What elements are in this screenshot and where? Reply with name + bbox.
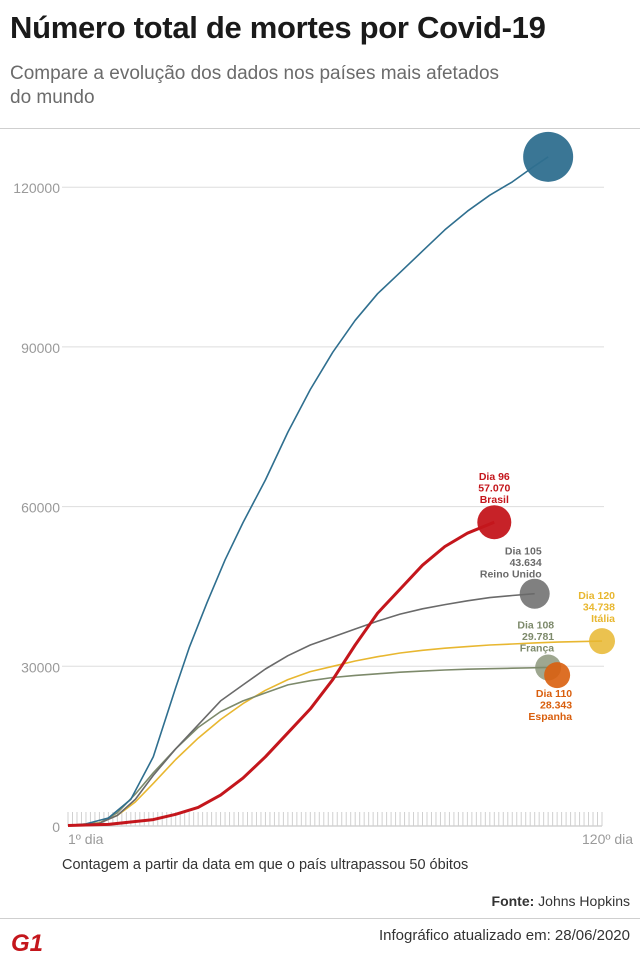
y-tick-label: 90000 [21, 340, 60, 356]
end-label-line: França [520, 642, 555, 654]
chart-subtitle: Compare a evolução dos dados nos países … [10, 63, 500, 108]
end-label-line: Reino Unido [480, 569, 542, 581]
chart-title: Número total de mortes por Covid-19 [10, 10, 546, 45]
top-divider [0, 128, 640, 129]
chart-footnote: Contagem a partir da data em que o país … [62, 857, 469, 873]
end-label-line: EUA [588, 130, 611, 131]
end-label-line: 29.781 [522, 631, 554, 643]
updated-date: Infográfico atualizado em: 28/06/2020 [378, 927, 630, 944]
end-bubble-italia [589, 628, 615, 655]
y-tick-label: 60000 [21, 500, 60, 516]
end-label-line: Dia 108 [517, 619, 554, 631]
source-credit: Fonte: Johns Hopkins [492, 893, 630, 909]
end-label-eua: Dia 108125.714EUA [588, 130, 611, 131]
end-label-line: 43.634 [510, 557, 542, 569]
end-label-line: Brasil [480, 494, 509, 506]
source-label: Fonte: [491, 893, 535, 909]
series-line-italia [67, 640, 603, 827]
x-tick-label-first: 1º dia [68, 831, 104, 847]
end-bubble-reino_unido [519, 578, 550, 609]
series-line-franca [67, 666, 549, 827]
series-line-brasil [67, 520, 495, 827]
end-label-line: Itália [591, 613, 615, 625]
x-axis-day-ticks [67, 812, 603, 826]
g1-logo-text: G1 [11, 930, 43, 954]
y-tick-label: 30000 [21, 659, 60, 675]
end-bubble-eua [523, 131, 574, 182]
deaths-line-chart: 0 30000 60000 90000 120000 1º dia 120º dia Dia … [13, 130, 633, 847]
end-label-line: Dia 96 [479, 471, 510, 483]
end-label-line: 57.070 [478, 483, 510, 495]
y-tick-label: 120000 [13, 180, 60, 196]
y-tick-label: 0 [52, 819, 60, 835]
end-label-line: 28.343 [540, 700, 572, 712]
series-line-reino_unido [67, 592, 535, 827]
end-bubble-espanha [544, 662, 571, 689]
x-tick-label-last: 120º dia [582, 831, 633, 847]
end-label-line: Dia 105 [505, 546, 542, 558]
end-bubble-brasil [477, 505, 512, 540]
series-line-eua [67, 156, 549, 827]
end-label-line: Dia 110 [536, 688, 572, 700]
g1-logo: G1 [11, 930, 43, 954]
bottom-divider [0, 918, 640, 919]
end-label-line: Dia 120 [578, 590, 615, 602]
end-label-line: Espanha [528, 711, 572, 723]
end-label-line: 34.738 [583, 602, 615, 614]
source-name: Johns Hopkins [538, 893, 630, 909]
